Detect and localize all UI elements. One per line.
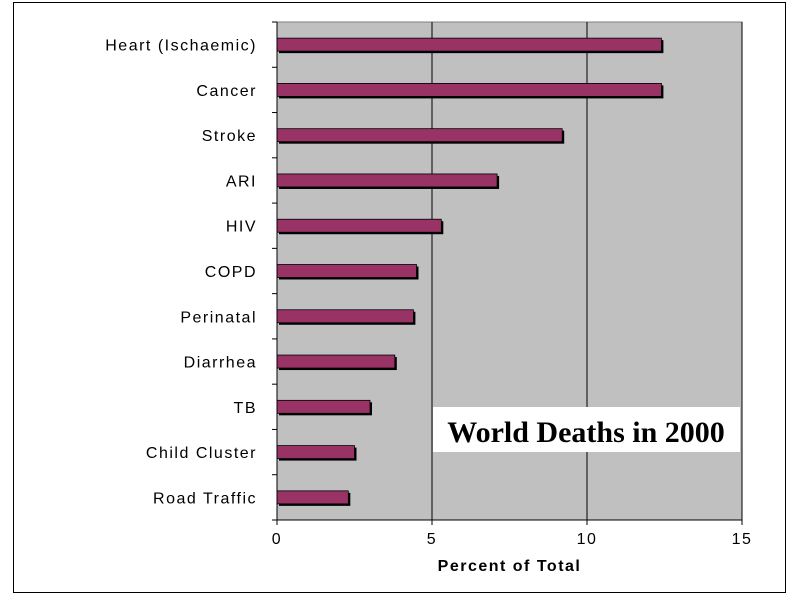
category-label: Child Cluster (146, 445, 257, 462)
bar (277, 491, 348, 504)
x-tick-label: 10 (577, 531, 598, 548)
bar (277, 83, 661, 96)
x-tick-label: 0 (272, 531, 282, 548)
category-label: ARI (226, 173, 257, 190)
category-label: TB (234, 400, 257, 417)
bar (277, 310, 413, 323)
category-label: COPD (205, 264, 257, 281)
x-tick-label: 5 (427, 531, 437, 548)
category-labels: Heart (Ischaemic) Cancer Stroke ARI HIV COPD P… (105, 38, 257, 508)
category-label: Perinatal (180, 309, 257, 326)
bar (277, 446, 355, 459)
bar (277, 355, 395, 368)
category-label: Stroke (202, 128, 257, 145)
bar (277, 38, 661, 51)
bar (277, 400, 370, 413)
category-label: Diarrhea (184, 355, 257, 372)
bar (277, 129, 562, 142)
category-label: Cancer (196, 83, 257, 100)
x-tick-labels: 0 5 10 15 (272, 531, 753, 548)
x-axis-label: Percent of Total (438, 558, 582, 575)
chart-title: World Deaths in 2000 (447, 416, 725, 449)
category-label: Road Traffic (153, 490, 257, 507)
x-tick-label: 15 (732, 531, 753, 548)
bar (277, 219, 441, 232)
category-label: Heart (Ischaemic) (105, 38, 257, 55)
category-label: HIV (226, 219, 257, 236)
bar (277, 174, 497, 187)
bar (277, 265, 417, 278)
